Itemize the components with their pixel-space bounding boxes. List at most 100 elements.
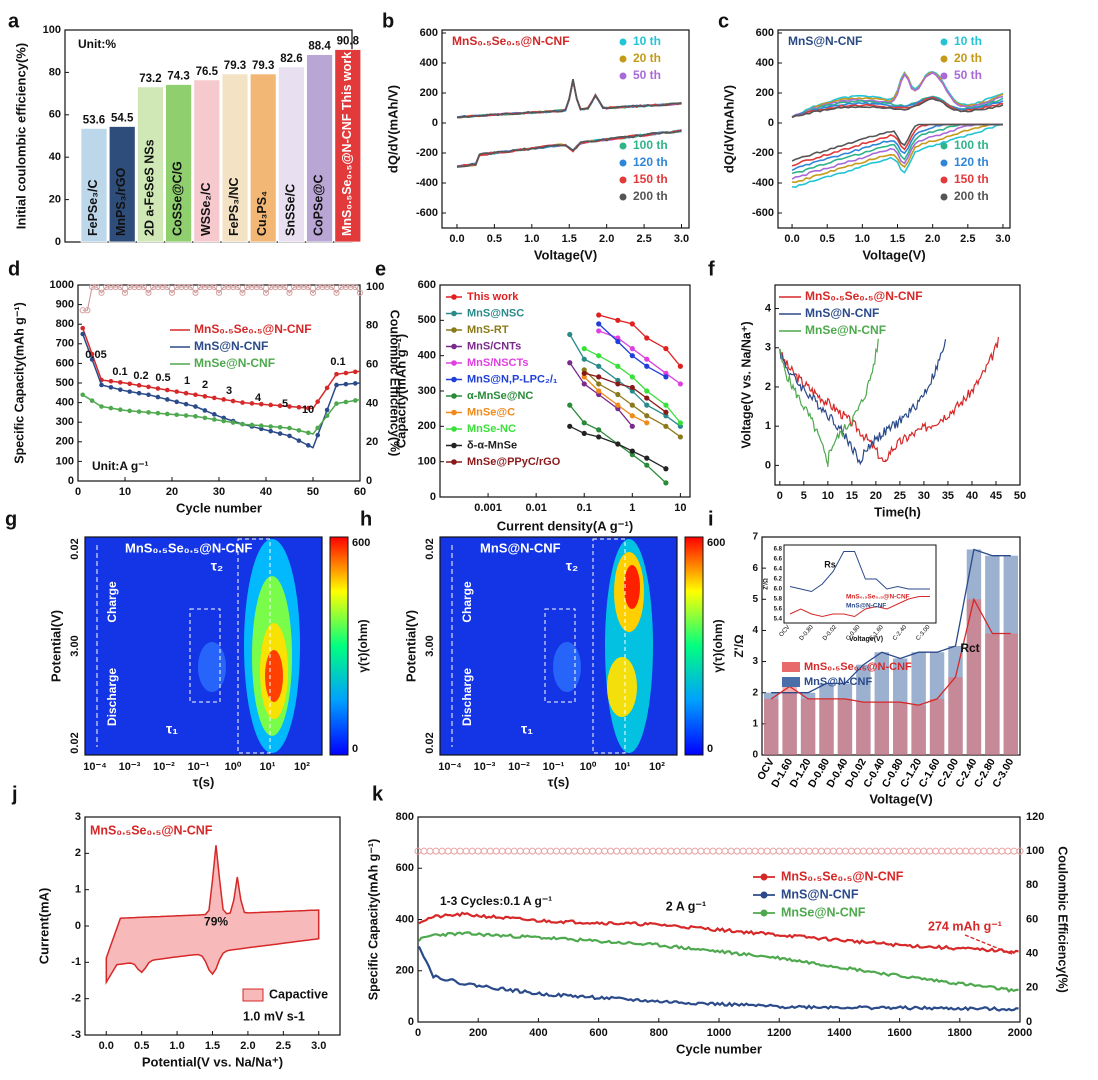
d-data-point: [259, 401, 264, 407]
d-ytick: 400: [56, 397, 74, 409]
legend-label: MnS@N-CNF: [194, 339, 268, 353]
legend-label: MnS@N-CNF: [805, 306, 879, 320]
e-data-point: [677, 381, 683, 387]
k-ce-point: [745, 847, 753, 855]
bar-2: 54.5 MnPS₃/rGO: [108, 112, 136, 243]
d-ytick: 500: [56, 377, 74, 389]
g-xtick: 10⁻²: [153, 761, 175, 773]
d-data-point: [249, 401, 255, 406]
c-ylabel: dQ/dV(mAh/V): [721, 85, 736, 173]
legend-marker: [451, 310, 457, 317]
h-ytick: 3.00: [424, 635, 436, 656]
e-data-point: [615, 402, 621, 408]
i-ylabel: Z'/Ω: [732, 634, 746, 658]
h-ylabel: Potential(V): [403, 610, 418, 682]
e-data-point: [596, 427, 602, 433]
h-ytick: 0.02: [424, 538, 436, 559]
d-ce-point: [164, 283, 171, 291]
g-colorbar-tick: 600: [352, 537, 370, 549]
e-data-point: [615, 441, 621, 447]
d-data-point: [89, 398, 95, 403]
h-heatmap-peak: [553, 642, 581, 692]
d-xtick: 30: [213, 486, 225, 498]
k-ce-point: [835, 847, 843, 855]
d-data-point: [334, 371, 339, 377]
bar-category-label: CoPSe@C: [312, 174, 326, 236]
c-discharge-curve: [792, 123, 1003, 184]
d-data-point: [193, 404, 198, 409]
i-inset-ytick: 5.4: [774, 617, 783, 623]
e-data-point: [615, 381, 621, 387]
legend-label: MnSe@C: [467, 406, 515, 418]
i-line-mnsse: [770, 597, 1011, 706]
k-ce-point: [841, 847, 849, 855]
j-ytick: -2: [71, 993, 81, 1005]
h-colorbar-tick: 0: [707, 743, 713, 755]
d-data-point: [127, 389, 132, 394]
legend-label: 20 th: [954, 51, 982, 65]
k-ce-point: [673, 847, 681, 855]
h-heatmap-peak: [607, 657, 637, 717]
e-data-point: [663, 466, 669, 472]
k-series-line: [417, 945, 1019, 1012]
k-ce-point: [679, 847, 687, 855]
k-xtick: 1600: [887, 1027, 911, 1039]
k-xtick: 1000: [707, 1027, 731, 1039]
a-ytick: 40: [49, 151, 61, 163]
f-ytick: 4: [765, 302, 772, 314]
i-inset-xlabel: Voltage(V): [849, 636, 883, 643]
legend-marker: [619, 176, 627, 184]
b-xtick: 2.0: [599, 233, 614, 245]
b-ylabel: dQ/dV(mAh/V): [385, 85, 400, 173]
b-xtick: 0.5: [487, 233, 502, 245]
rate-label: 5: [282, 398, 288, 410]
d-data-point: [89, 357, 95, 362]
k-ce-point: [781, 847, 789, 855]
j-xtick: 1.5: [205, 1040, 220, 1052]
k-ce-point: [721, 847, 729, 855]
k-ce-point: [757, 847, 765, 855]
g-heatmap-peak: [265, 650, 283, 702]
k-ce-point: [920, 847, 928, 855]
i-inset-ytick: 6.8: [774, 547, 783, 553]
h-xtick: 10⁻²: [508, 761, 530, 773]
bar-rect: [221, 73, 249, 243]
e-data-point: [629, 321, 635, 327]
f-xtick: 15: [846, 490, 858, 502]
d-data-point: [136, 390, 142, 396]
d-unit: Unit:A g⁻¹: [92, 459, 149, 473]
i-bar-mnsse: [911, 705, 926, 755]
k-xtick: 200: [469, 1027, 487, 1039]
d-data-point: [296, 428, 302, 433]
b-ytick: -400: [416, 177, 438, 189]
k-ce-point: [546, 847, 554, 855]
d-data-point: [296, 438, 302, 443]
d-data-point: [268, 428, 274, 434]
d-xtick: 20: [166, 486, 178, 498]
k-ce-point: [558, 847, 566, 855]
j-ytick: 3: [75, 811, 81, 823]
d-y2tick: 60: [366, 359, 378, 371]
d-data-point: [193, 392, 198, 398]
k-ce-point: [601, 847, 609, 855]
d-ytick: 0: [68, 475, 74, 487]
d-data-point: [353, 381, 358, 386]
legend-label: 100 th: [954, 138, 989, 152]
d-data-point: [212, 417, 217, 422]
j-ytick: 2: [75, 847, 81, 859]
d-ce-point: [145, 289, 152, 296]
f-xtick: 20: [870, 490, 882, 502]
d-xtick: 50: [307, 486, 319, 498]
d-ce-point: [126, 283, 133, 291]
d-data-point: [277, 424, 283, 430]
e-data-point: [663, 402, 669, 408]
k-ce-point: [896, 847, 904, 855]
d-ce-point: [277, 283, 284, 291]
c-ytick: 200: [756, 87, 774, 99]
bar-5: 76.5 WSSe₂/C: [193, 66, 221, 243]
e-data-point: [644, 413, 650, 419]
d-ytick: 300: [56, 416, 74, 428]
k-ce-point: [986, 847, 994, 855]
panel-letter: b: [382, 10, 394, 32]
k-ce-point: [426, 847, 434, 855]
